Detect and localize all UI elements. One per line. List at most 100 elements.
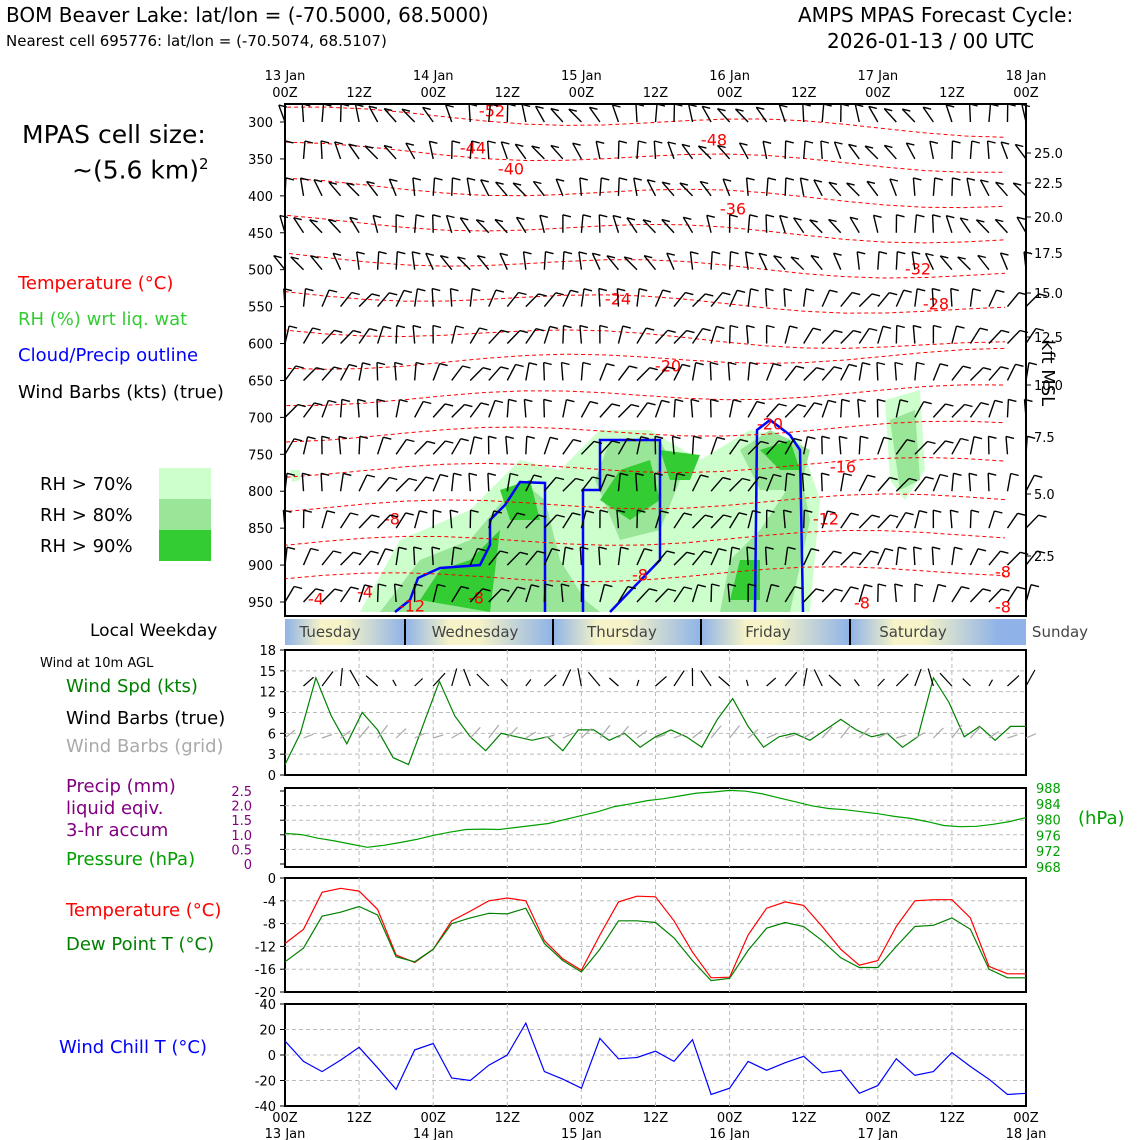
temp-contour bbox=[284, 347, 1006, 370]
weekday-band bbox=[553, 619, 701, 645]
wind-spd-label: Wind Spd (kts) bbox=[66, 676, 198, 697]
wind-barb-flag bbox=[889, 514, 899, 518]
wind-barb-flag bbox=[604, 583, 613, 588]
wind-barb-flag bbox=[966, 177, 976, 181]
top-day-label: 16 Jan bbox=[709, 69, 750, 84]
wind-barb bbox=[636, 402, 649, 418]
wind-barb bbox=[932, 584, 939, 603]
wind-barb-flag bbox=[667, 329, 676, 333]
wind-barb-flag bbox=[346, 182, 355, 186]
wind-barb bbox=[858, 514, 873, 529]
chill-panel-tick-label: 0 bbox=[268, 1049, 276, 1064]
cell-size-line1: MPAS cell size: bbox=[22, 120, 206, 149]
wind-barb bbox=[413, 214, 417, 233]
wind-barb-flag bbox=[501, 141, 510, 145]
wind-barb-flag bbox=[555, 476, 565, 481]
wind-barb-flag bbox=[857, 251, 866, 255]
wind-barb bbox=[284, 365, 297, 381]
surface-barb-grid bbox=[395, 728, 407, 739]
wind-barb-flag bbox=[698, 145, 707, 149]
wind-barb-flag bbox=[758, 252, 768, 257]
wind-barb-flag bbox=[349, 216, 358, 221]
wind-barb-flag bbox=[550, 107, 559, 112]
wind-barb-flag bbox=[683, 216, 692, 220]
wind-barb-flag bbox=[616, 509, 626, 513]
wind-barb bbox=[469, 548, 479, 566]
wind-barb-flag bbox=[535, 328, 545, 332]
wind-barb bbox=[598, 214, 601, 233]
wind-barb bbox=[299, 177, 305, 196]
wind-barb-flag bbox=[460, 438, 469, 442]
pressure-tick-label: 300 bbox=[248, 116, 273, 131]
wind-barb bbox=[810, 255, 823, 271]
surface-barb-true bbox=[962, 678, 971, 687]
wind-barb bbox=[358, 328, 370, 344]
wind-barb bbox=[476, 255, 490, 271]
wind-barb bbox=[710, 477, 724, 492]
wind-barb bbox=[321, 289, 330, 307]
wind-barb-flag bbox=[1030, 584, 1040, 588]
temp-contour-label: -20 bbox=[757, 415, 783, 434]
wind-barb-flag bbox=[933, 509, 942, 513]
chill-panel-tick-label: -40 bbox=[255, 1100, 276, 1115]
weekday-band bbox=[285, 619, 405, 645]
temp-contour-label: -12 bbox=[399, 597, 425, 616]
wind-barb-flag bbox=[654, 140, 663, 144]
wind-barb-flag bbox=[1015, 143, 1024, 148]
wind-barb bbox=[821, 588, 836, 603]
wind-barb bbox=[459, 217, 471, 234]
surface-barb-grid bbox=[840, 724, 852, 739]
wind-barb bbox=[633, 177, 638, 196]
wind-barb bbox=[1016, 216, 1027, 234]
surface-barb-true bbox=[432, 672, 446, 687]
wind-barb bbox=[838, 436, 842, 455]
wind-barb-flag bbox=[462, 365, 471, 369]
wind-barb bbox=[525, 436, 528, 455]
wind-barb-flag bbox=[474, 436, 483, 440]
wind-barb-flag bbox=[612, 104, 621, 108]
wind-barb-flag bbox=[572, 512, 581, 516]
wind-barb-flag bbox=[596, 140, 605, 144]
wind-barb bbox=[1006, 363, 1017, 381]
wind-barb bbox=[803, 140, 806, 159]
wind-barb bbox=[431, 288, 434, 307]
rh90-area bbox=[600, 460, 660, 520]
wind-barb-flag bbox=[389, 514, 399, 518]
wind-barb bbox=[543, 437, 551, 455]
surface-barb-true bbox=[766, 677, 777, 687]
wind-barb bbox=[591, 253, 601, 270]
surface-barb-true bbox=[365, 675, 379, 687]
wind-barb bbox=[728, 290, 738, 307]
wind-barb bbox=[722, 178, 731, 197]
wind-barb-flag bbox=[515, 363, 524, 368]
wind-barb bbox=[636, 367, 651, 381]
wind-barb bbox=[580, 288, 585, 307]
wind-barb bbox=[562, 439, 574, 455]
surface-barb-true bbox=[476, 673, 490, 687]
wind-barb bbox=[762, 141, 768, 160]
wind-speed-panel-tick-label: 12 bbox=[259, 686, 276, 701]
surface-barb-grid bbox=[896, 734, 907, 739]
wind-barb bbox=[914, 362, 918, 381]
wind-barb-flag bbox=[814, 402, 823, 406]
wind-barb bbox=[393, 584, 397, 603]
wind-barb bbox=[488, 588, 502, 603]
wind-barb-flag bbox=[320, 472, 330, 476]
surface-barb-true bbox=[828, 674, 842, 687]
wind-barb-flag bbox=[667, 366, 676, 370]
wind-barb-flag bbox=[785, 140, 794, 144]
bottom-hour-label: 12Z bbox=[495, 1111, 521, 1126]
wind-barb bbox=[617, 404, 632, 418]
wind-barb bbox=[764, 547, 768, 566]
wind-barb-flag bbox=[697, 584, 706, 588]
wind-barb-flag bbox=[898, 546, 907, 550]
weekday-band bbox=[701, 619, 850, 645]
wind-barb bbox=[728, 547, 733, 566]
temp-contour bbox=[284, 384, 1006, 407]
surface-barb-grid bbox=[340, 730, 351, 739]
pressure-line bbox=[284, 789, 1027, 848]
wind-barb-flag bbox=[378, 251, 387, 255]
bottom-hour-label: 12Z bbox=[346, 1111, 372, 1126]
wind-barb-flag bbox=[328, 289, 338, 293]
wind-barb bbox=[358, 436, 361, 455]
